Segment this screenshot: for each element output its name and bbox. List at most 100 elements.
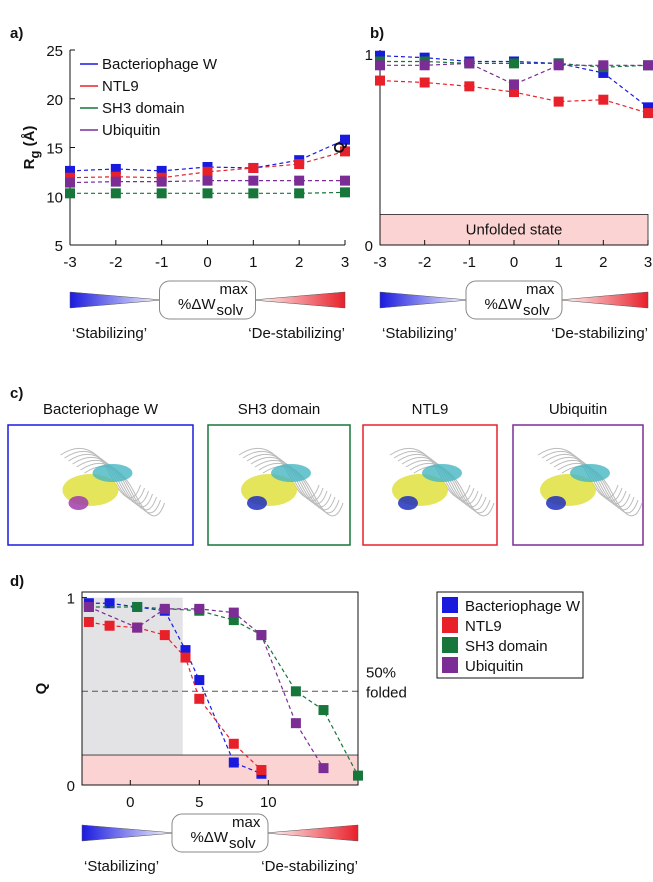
scale-sub: solv — [217, 302, 244, 319]
marker — [643, 108, 653, 118]
marker — [340, 176, 350, 186]
y-axis-label: Rg (Å) — [21, 126, 42, 170]
marker — [509, 79, 519, 89]
legend-label: Ubiquitin — [102, 122, 160, 139]
marker — [203, 188, 213, 198]
y-label-main: Q — [331, 141, 348, 153]
marker — [194, 694, 204, 704]
structure-helix — [93, 464, 133, 482]
marker — [111, 177, 121, 187]
structure-helix — [271, 464, 311, 482]
y-tick-label: 10 — [46, 189, 63, 206]
marker — [256, 630, 266, 640]
marker — [291, 718, 301, 728]
y-axis-label: Q — [33, 682, 50, 694]
scale-left: ‘Stabilizing’ — [72, 325, 147, 342]
panel-label: a) — [10, 25, 23, 42]
marker — [598, 60, 608, 70]
panel-label: c) — [10, 385, 23, 402]
structure-helix — [570, 464, 610, 482]
x-tick-label: 3 — [341, 254, 349, 271]
x-tick-label: 1 — [249, 254, 257, 271]
reference-label: 50% — [366, 664, 396, 681]
y-tick-label: 1 — [67, 591, 75, 608]
y-tick-label: 15 — [46, 141, 63, 158]
legend-label: SH3 domain — [465, 638, 548, 655]
marker — [157, 177, 167, 187]
y-tick-label: 5 — [55, 238, 63, 255]
marker — [420, 78, 430, 88]
x-tick-label: 10 — [260, 794, 277, 811]
y-tick-label: 1 — [365, 47, 373, 64]
structure-helix — [69, 496, 89, 510]
marker — [294, 176, 304, 186]
structure-name: NTL9 — [412, 401, 449, 418]
marker — [464, 81, 474, 91]
x-tick-label: -1 — [463, 254, 476, 271]
scale-left: ‘Stabilizing’ — [84, 858, 159, 875]
x-tick-label: -2 — [109, 254, 122, 271]
x-tick-label: 2 — [599, 254, 607, 271]
marker — [319, 763, 329, 773]
marker — [319, 705, 329, 715]
marker — [554, 97, 564, 107]
scale-gradient — [253, 292, 346, 308]
marker — [375, 60, 385, 70]
structure-helix — [247, 496, 267, 510]
scale-left: ‘Stabilizing’ — [382, 325, 457, 342]
legend-swatch — [442, 637, 458, 653]
x-tick-label: -3 — [63, 254, 76, 271]
marker — [256, 765, 266, 775]
x-tick-label: 0 — [126, 794, 134, 811]
marker — [65, 178, 75, 188]
scale-label: %ΔW — [178, 296, 216, 313]
scale-label: %ΔW — [484, 296, 522, 313]
scale-gradient — [82, 825, 175, 841]
y-axis-label: Q — [331, 141, 348, 153]
marker — [84, 617, 94, 627]
marker — [229, 608, 239, 618]
legend-swatch — [442, 657, 458, 673]
marker — [160, 604, 170, 614]
marker — [294, 159, 304, 169]
x-tick-label: -3 — [373, 254, 386, 271]
legend-label: Bacteriophage W — [465, 598, 581, 615]
structure-name: Bacteriophage W — [43, 401, 159, 418]
x-tick-label: 0 — [203, 254, 211, 271]
marker — [132, 602, 142, 612]
x-tick-label: 1 — [554, 254, 562, 271]
marker — [248, 163, 258, 173]
legend-swatch — [442, 597, 458, 613]
y-label-main: R — [21, 158, 38, 169]
scale-sup: max — [526, 281, 555, 298]
marker — [65, 188, 75, 198]
x-tick-label: 2 — [295, 254, 303, 271]
marker — [203, 176, 213, 186]
structure-helix — [546, 496, 566, 510]
scale-sub: solv — [229, 835, 256, 852]
marker — [229, 758, 239, 768]
marker — [157, 188, 167, 198]
legend-label: NTL9 — [102, 78, 139, 95]
x-tick-label: -2 — [418, 254, 431, 271]
marker — [181, 653, 191, 663]
x-tick-label: 5 — [195, 794, 203, 811]
marker — [554, 60, 564, 70]
scale-right: ‘De-stabilizing’ — [261, 858, 358, 875]
y-tick-label: 0 — [67, 778, 75, 795]
band-label: Unfolded state — [466, 222, 563, 239]
y-tick-label: 20 — [46, 92, 63, 109]
scale-right: ‘De-stabilizing’ — [248, 325, 345, 342]
structure-name: SH3 domain — [238, 401, 321, 418]
structure-helix — [398, 496, 418, 510]
y-tick-label: 0 — [365, 238, 373, 255]
marker — [294, 188, 304, 198]
marker — [105, 621, 115, 631]
y-label-main: Q — [33, 682, 50, 694]
scale-right: ‘De-stabilizing’ — [551, 325, 648, 342]
marker — [375, 76, 385, 86]
y-label-rest: (Å) — [21, 126, 38, 151]
marker — [291, 686, 301, 696]
marker — [509, 58, 519, 68]
legend-swatch — [442, 617, 458, 633]
